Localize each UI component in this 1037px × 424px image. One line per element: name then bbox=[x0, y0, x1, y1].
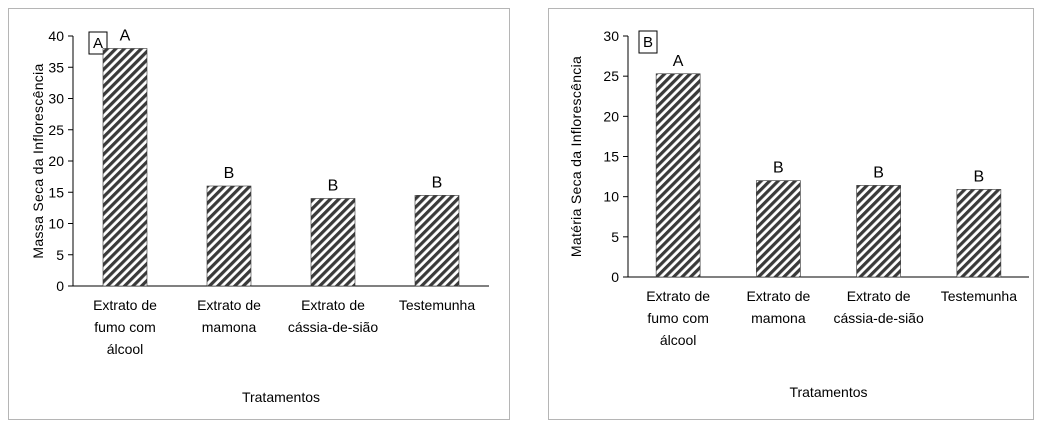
significance-letter: B bbox=[328, 178, 339, 195]
x-axis-title: Tratamentos bbox=[789, 384, 867, 400]
bar bbox=[414, 195, 460, 287]
panel-label-box bbox=[638, 30, 658, 54]
x-tick-label: Extrato de bbox=[746, 288, 810, 304]
y-tick-label: 30 bbox=[48, 91, 64, 107]
significance-letter: B bbox=[873, 164, 884, 181]
significance-letter: B bbox=[974, 168, 985, 185]
bar bbox=[102, 48, 148, 287]
bar bbox=[856, 185, 901, 278]
y-tick-label: 5 bbox=[611, 229, 619, 245]
bar bbox=[310, 198, 356, 287]
x-axis-title: Tratamentos bbox=[242, 389, 320, 405]
x-tick-label: cássia-de-sião bbox=[833, 310, 923, 326]
x-tick-label: Extrato de bbox=[301, 297, 365, 313]
bar bbox=[756, 180, 801, 278]
x-tick-label: mamona bbox=[202, 319, 257, 335]
y-tick-label: 20 bbox=[48, 153, 64, 169]
y-tick-label: 15 bbox=[48, 184, 64, 200]
significance-letter: B bbox=[224, 165, 235, 182]
x-tick-label: Extrato de bbox=[93, 297, 157, 313]
significance-letter: A bbox=[120, 28, 131, 45]
chart-b-svg: B 0 5 10 15 20 25 30 A Extrato de fumo com álcool B E… bbox=[568, 28, 1029, 400]
y-tick-label: 40 bbox=[48, 28, 64, 44]
y-tick-label: 25 bbox=[603, 68, 619, 84]
bar bbox=[956, 189, 1002, 278]
panel-label: B bbox=[643, 34, 653, 51]
y-tick-label: 25 bbox=[48, 122, 64, 138]
bar bbox=[655, 73, 701, 278]
panel-label: A bbox=[93, 35, 103, 52]
y-tick-label: 0 bbox=[56, 278, 64, 294]
y-tick-label: 0 bbox=[611, 269, 619, 285]
x-tick-label: Extrato de bbox=[646, 288, 710, 304]
significance-letter: B bbox=[773, 160, 784, 177]
chart-panel-a: A 0 5 10 15 20 25 30 35 40 A Extrato de fumo com álco… bbox=[8, 8, 510, 420]
y-axis-title: Massa Seca da Inflorescência bbox=[30, 63, 46, 258]
x-tick-label: Testemunha bbox=[399, 297, 475, 313]
bar bbox=[206, 185, 252, 287]
y-tick-label: 20 bbox=[603, 108, 619, 124]
x-tick-label: álcool bbox=[660, 332, 697, 348]
chart-a-svg: A 0 5 10 15 20 25 30 35 40 A Extrato de fumo com álco… bbox=[30, 28, 489, 405]
x-tick-label: Extrato de bbox=[197, 297, 261, 313]
y-tick-label: 35 bbox=[48, 59, 64, 75]
significance-letter: B bbox=[432, 174, 443, 191]
chart-panel-b: B 0 5 10 15 20 25 30 A Extrato de fumo com álcool B E… bbox=[548, 8, 1034, 420]
x-tick-label: mamona bbox=[751, 310, 806, 326]
x-tick-label: Extrato de bbox=[847, 288, 911, 304]
x-tick-label: fumo com bbox=[94, 319, 155, 335]
y-tick-label: 10 bbox=[603, 189, 619, 205]
x-tick-label: fumo com bbox=[647, 310, 708, 326]
x-tick-label: Testemunha bbox=[941, 288, 1017, 304]
significance-letter: A bbox=[673, 53, 684, 70]
x-tick-label: álcool bbox=[107, 341, 144, 357]
y-tick-label: 30 bbox=[603, 28, 619, 44]
y-axis-title: Matéria Seca da Inflorescência bbox=[568, 56, 584, 257]
y-tick-label: 5 bbox=[56, 247, 64, 263]
y-tick-label: 15 bbox=[603, 149, 619, 165]
x-tick-label: cássia-de-sião bbox=[288, 319, 378, 335]
y-tick-label: 10 bbox=[48, 216, 64, 232]
panel-label-box bbox=[88, 31, 108, 55]
